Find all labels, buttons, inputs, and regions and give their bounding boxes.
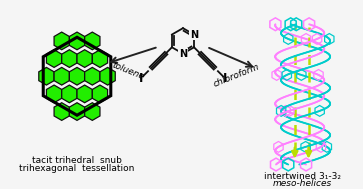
Text: N: N [190, 29, 198, 40]
Text: I: I [139, 72, 143, 85]
Polygon shape [62, 37, 77, 44]
Polygon shape [100, 67, 115, 85]
Polygon shape [62, 73, 77, 80]
Polygon shape [77, 73, 92, 80]
Polygon shape [54, 67, 69, 85]
Text: intertwined 3₁-3₂: intertwined 3₁-3₂ [264, 172, 341, 181]
Polygon shape [54, 55, 69, 62]
Polygon shape [92, 85, 107, 103]
Polygon shape [46, 50, 62, 67]
Polygon shape [69, 67, 85, 85]
Text: toluene: toluene [111, 60, 146, 82]
Polygon shape [69, 90, 85, 97]
Polygon shape [69, 103, 85, 120]
Polygon shape [77, 50, 92, 67]
Polygon shape [62, 50, 77, 67]
Polygon shape [85, 90, 100, 97]
Polygon shape [85, 103, 100, 120]
Text: I: I [223, 72, 228, 85]
Polygon shape [85, 55, 100, 62]
Polygon shape [85, 32, 100, 50]
Polygon shape [69, 55, 85, 62]
Polygon shape [77, 37, 92, 44]
Polygon shape [62, 85, 77, 103]
Polygon shape [77, 85, 92, 103]
Text: chloroform: chloroform [212, 63, 260, 89]
Polygon shape [54, 103, 69, 120]
Text: tacit trihedral  snub: tacit trihedral snub [32, 156, 122, 165]
Polygon shape [77, 108, 92, 115]
Polygon shape [54, 32, 69, 50]
Text: meso-helices: meso-helices [273, 179, 332, 188]
Text: N: N [179, 49, 187, 59]
Polygon shape [85, 67, 100, 85]
Polygon shape [54, 90, 69, 97]
Polygon shape [46, 85, 62, 103]
Polygon shape [62, 108, 77, 115]
Polygon shape [92, 50, 107, 67]
Polygon shape [46, 73, 62, 80]
Polygon shape [92, 73, 107, 80]
Text: trihexagonal  tessellation: trihexagonal tessellation [19, 164, 135, 173]
Polygon shape [69, 32, 85, 50]
Polygon shape [39, 67, 54, 85]
